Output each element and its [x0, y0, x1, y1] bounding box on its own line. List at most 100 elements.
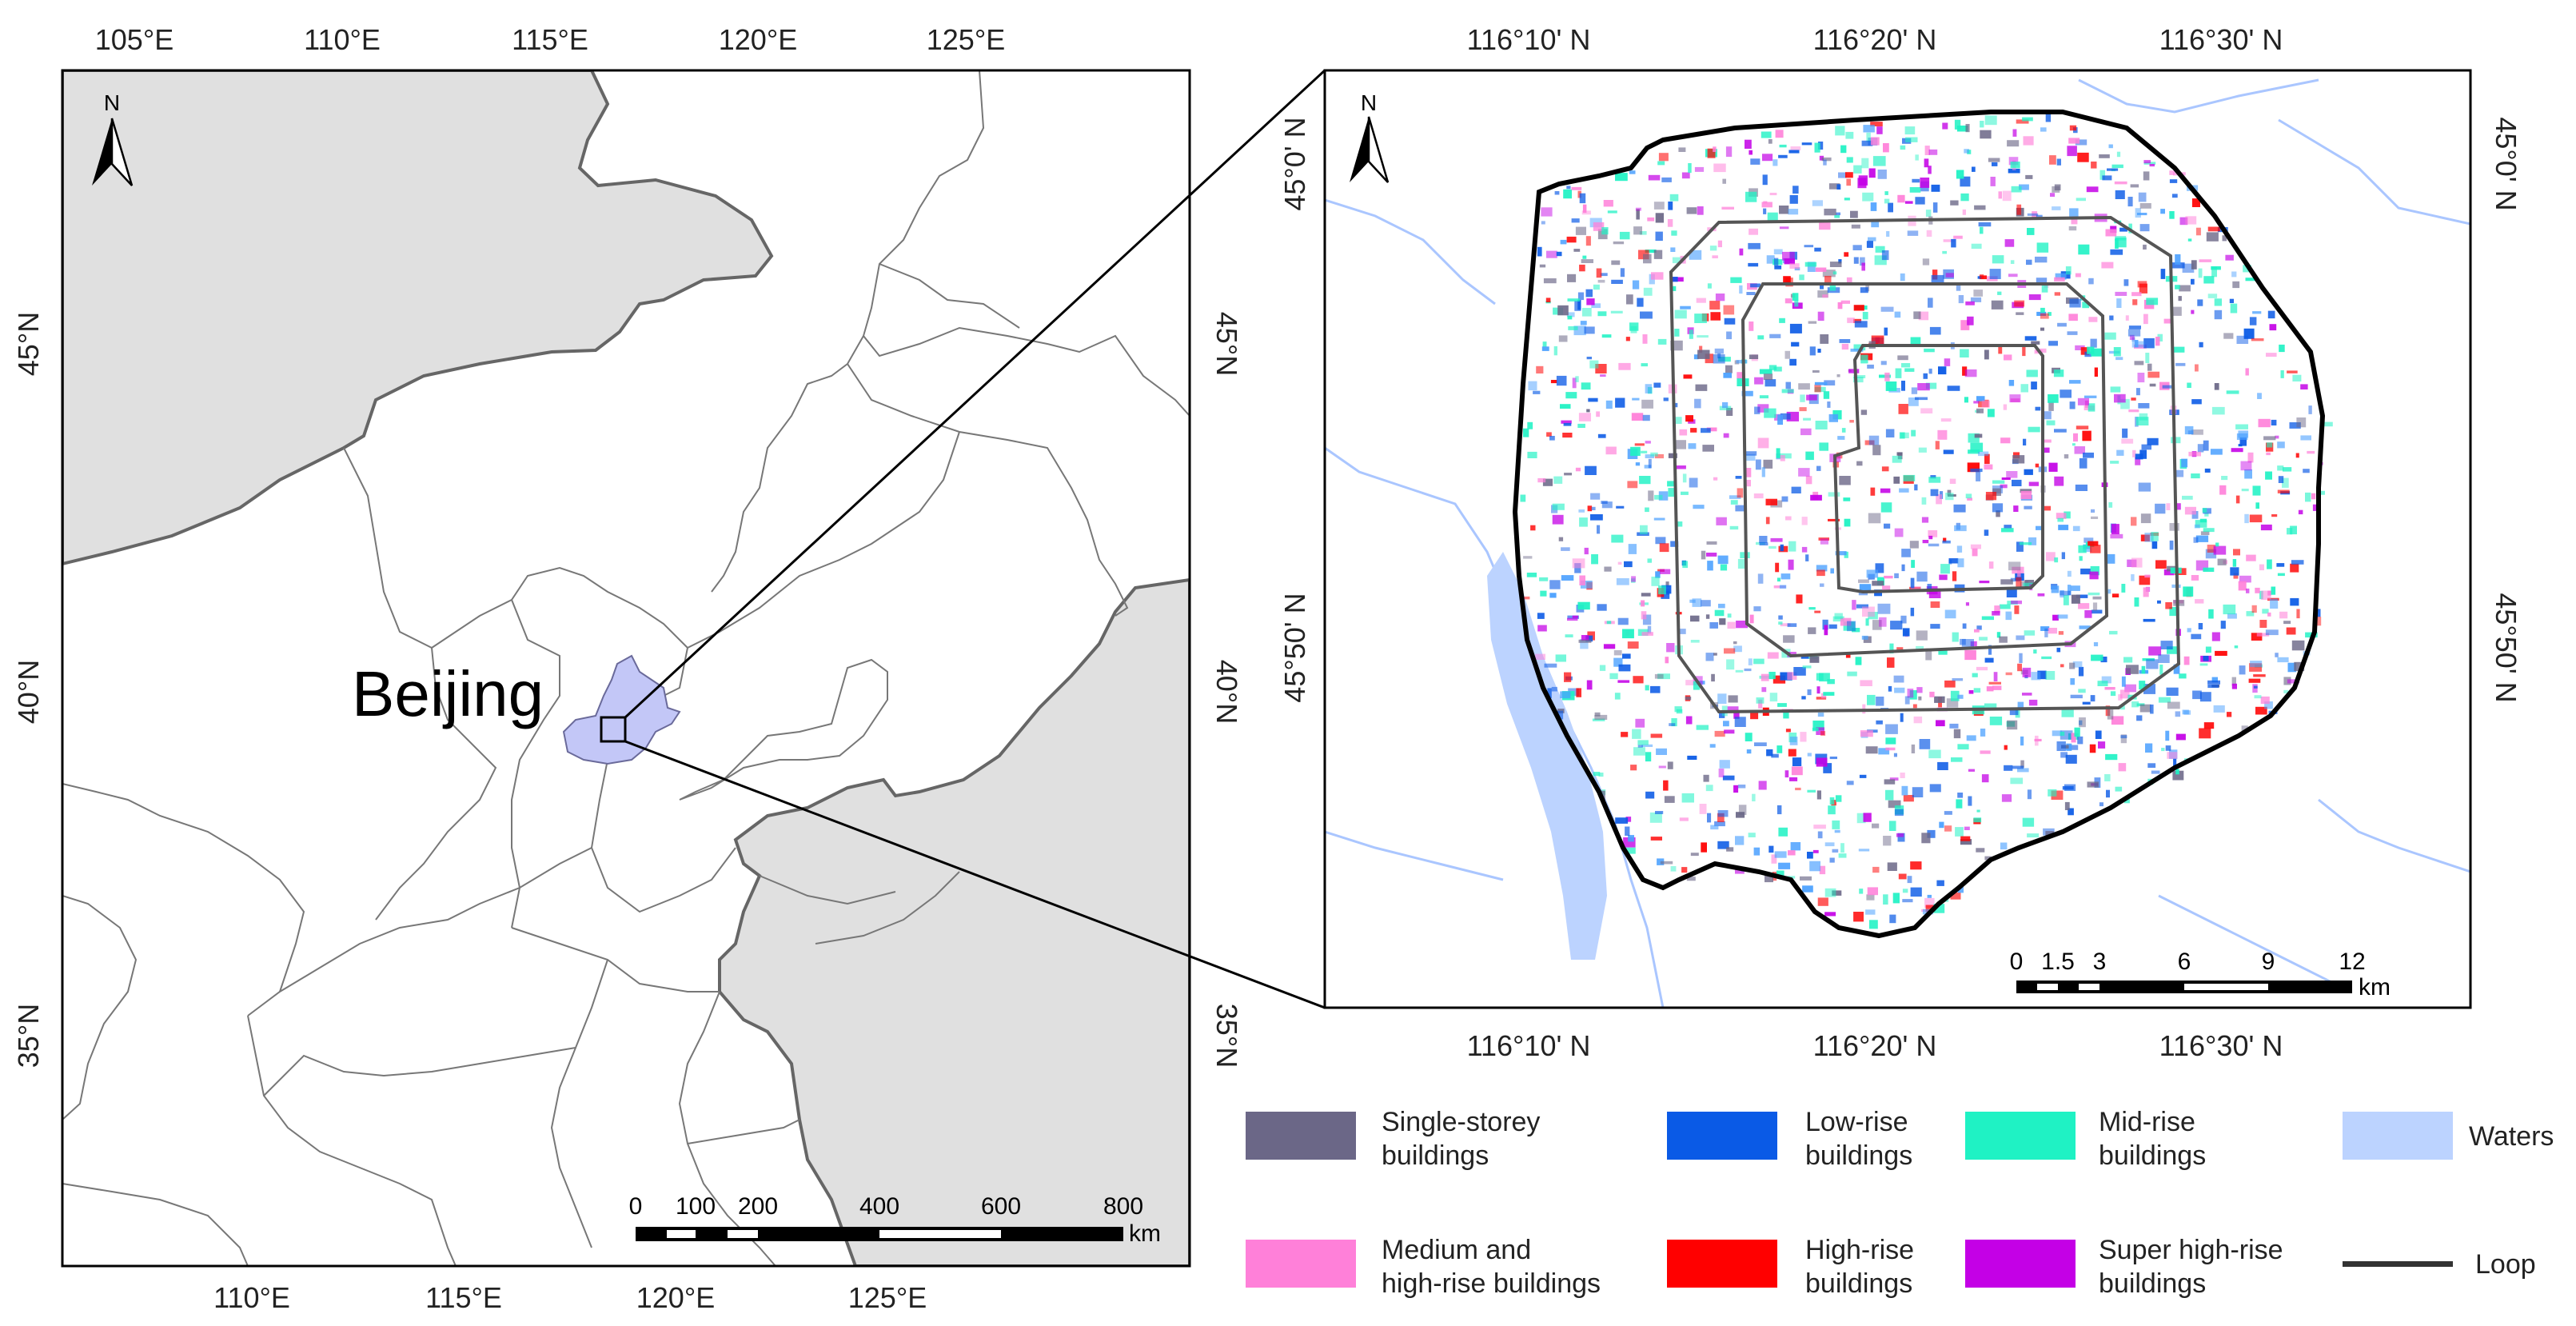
river-water-body [1487, 552, 1607, 960]
ring-roads [1669, 215, 2181, 714]
building-patch [2027, 228, 2035, 235]
building-patch [1823, 692, 1835, 696]
building-patch [1575, 376, 1579, 382]
building-patch [1989, 717, 2003, 725]
building-patch [1879, 617, 1887, 627]
building-patch [1865, 618, 1869, 626]
building-patch [1911, 387, 1918, 394]
building-patch [1635, 718, 1645, 728]
building-patch [2023, 582, 2035, 586]
building-patch [2089, 571, 2099, 580]
building-patch [1860, 287, 1868, 294]
building-patch [2207, 545, 2216, 553]
building-patch [2191, 278, 2195, 285]
building-patch [1787, 672, 1797, 680]
building-patch [1567, 298, 1581, 302]
building-patch [2183, 710, 2191, 715]
building-patch [2024, 505, 2032, 509]
building-patch [1974, 205, 1986, 210]
building-patch [1789, 323, 1802, 333]
building-patch [1621, 732, 1629, 737]
building-patch [1605, 446, 1617, 455]
building-patch [1791, 766, 1803, 776]
building-patch [1851, 224, 1860, 229]
building-patch [2134, 361, 2144, 365]
building-patch [1907, 689, 1914, 698]
building-patch [1790, 146, 1801, 151]
building-patch [2099, 802, 2103, 807]
building-patch [1625, 826, 1630, 836]
building-patch [1789, 263, 1800, 269]
building-patch [1853, 257, 1859, 264]
building-patch [2231, 271, 2237, 278]
building-patch [1887, 862, 1897, 871]
building-patch [1581, 259, 1593, 263]
building-patch [1688, 163, 1692, 174]
building-patch [1565, 392, 1577, 399]
building-patch [1828, 183, 1840, 190]
building-patch [2016, 204, 2022, 215]
land-mongolia [62, 70, 774, 566]
building-patch [1893, 476, 1900, 484]
building-patch [1824, 888, 1836, 897]
building-patch [1667, 481, 1676, 487]
building-patch [1575, 467, 1581, 472]
building-patch [2238, 581, 2247, 591]
building-patch [2078, 689, 2086, 693]
building-patch [2287, 679, 2299, 684]
building-patch [2010, 162, 2020, 169]
building-patch [1729, 495, 1741, 499]
building-patch [2213, 705, 2225, 713]
left-top-tick: 110°E [304, 23, 381, 56]
building-patch [1976, 471, 1981, 481]
building-patch [1743, 468, 1752, 477]
building-patch [1554, 191, 1560, 195]
building-patch [2016, 119, 2029, 124]
building-patch [1564, 473, 1572, 476]
building-patch [1710, 825, 1719, 830]
building-patch [2195, 227, 2201, 236]
building-patch [1523, 428, 1529, 437]
building-patch [1896, 647, 1904, 650]
building-patch [1701, 600, 1711, 607]
building-patch [1819, 673, 1830, 682]
building-patch [2248, 678, 2261, 683]
building-patch [1765, 517, 1770, 525]
building-patch [1930, 475, 1936, 479]
building-patch [1595, 364, 1607, 373]
building-patch [2089, 744, 2096, 753]
building-patch [1867, 694, 1876, 705]
building-patch [1893, 753, 1897, 757]
building-patch [1727, 613, 1732, 618]
building-patch [2175, 733, 2186, 741]
building-patch [1757, 404, 1769, 413]
building-patch [1956, 545, 1963, 553]
building-patch [1714, 821, 1725, 827]
building-patch [2023, 438, 2027, 445]
north-label-right: N [1361, 90, 1377, 115]
building-patch [2185, 216, 2197, 225]
building-patch [2005, 611, 2012, 621]
building-patch [1719, 618, 1726, 625]
building-patch [1904, 368, 1915, 372]
building-patch [1901, 381, 1905, 391]
building-patch [1822, 619, 1828, 630]
building-patch [2199, 663, 2208, 666]
building-patch [1914, 484, 1918, 491]
building-patch [1970, 468, 1983, 473]
building-patch [2298, 509, 2303, 515]
building-patch [1808, 321, 1817, 324]
building-patch [1562, 433, 1573, 438]
building-patch [1739, 285, 1743, 294]
building-patch [1875, 246, 1885, 253]
building-patch [1648, 458, 1652, 469]
building-patch [1960, 839, 1972, 845]
building-patch [2056, 647, 2061, 653]
building-patch [1794, 300, 1799, 307]
building-patch [2069, 662, 2076, 669]
building-patch [1670, 541, 1679, 547]
building-patch [1836, 212, 1840, 216]
building-patch [2291, 640, 2305, 651]
building-patch [2027, 213, 2039, 216]
